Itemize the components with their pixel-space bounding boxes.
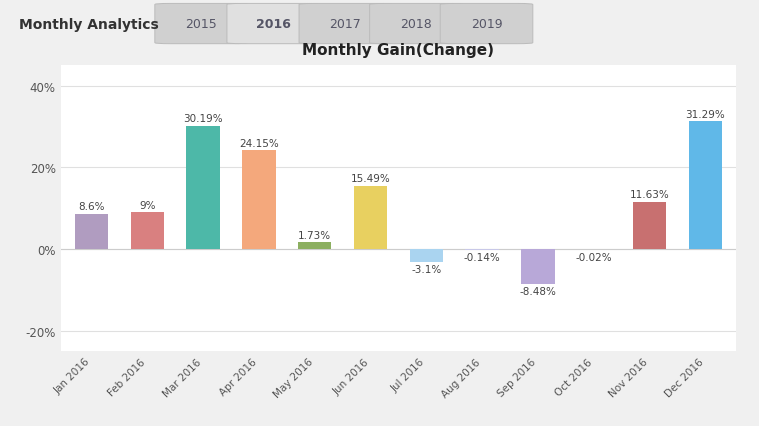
Bar xyxy=(74,214,109,250)
FancyBboxPatch shape xyxy=(370,4,462,45)
Text: 11.63%: 11.63% xyxy=(630,190,669,200)
Bar xyxy=(688,122,723,250)
Bar xyxy=(633,202,666,250)
Text: 15.49%: 15.49% xyxy=(351,174,390,184)
Text: 2015: 2015 xyxy=(185,18,217,31)
Text: 9%: 9% xyxy=(139,200,156,210)
Bar xyxy=(354,186,387,250)
FancyBboxPatch shape xyxy=(440,4,533,45)
Title: Monthly Gain(Change): Monthly Gain(Change) xyxy=(303,43,494,58)
Text: Monthly Analytics: Monthly Analytics xyxy=(19,17,159,32)
FancyBboxPatch shape xyxy=(227,4,320,45)
FancyBboxPatch shape xyxy=(299,4,392,45)
Bar xyxy=(298,242,332,250)
Text: 30.19%: 30.19% xyxy=(183,114,223,124)
Text: 31.29%: 31.29% xyxy=(685,109,726,119)
Text: 1.73%: 1.73% xyxy=(298,230,331,240)
Bar xyxy=(186,127,220,250)
Text: 2018: 2018 xyxy=(400,18,432,31)
Text: 8.6%: 8.6% xyxy=(78,202,105,212)
Bar xyxy=(521,250,555,284)
FancyBboxPatch shape xyxy=(155,4,247,45)
Bar xyxy=(242,151,276,250)
Text: -0.02%: -0.02% xyxy=(575,252,613,262)
Text: 2019: 2019 xyxy=(471,18,502,31)
Text: 2017: 2017 xyxy=(329,18,361,31)
Text: 2016: 2016 xyxy=(256,18,291,31)
Bar xyxy=(410,250,443,262)
Text: -3.1%: -3.1% xyxy=(411,265,442,275)
Text: -0.14%: -0.14% xyxy=(464,253,501,262)
Bar xyxy=(131,213,164,250)
Text: 24.15%: 24.15% xyxy=(239,138,279,149)
Text: -8.48%: -8.48% xyxy=(520,287,556,296)
